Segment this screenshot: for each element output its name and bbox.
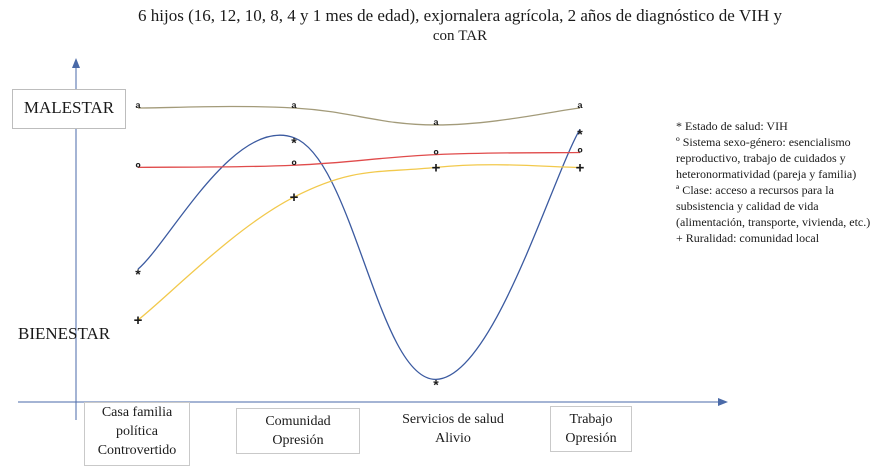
marker-ruralidad-3: + <box>576 159 585 176</box>
marker-ruralidad-2: + <box>432 159 441 176</box>
marker-clase-2: ª <box>433 117 439 133</box>
chart-title-line-2: con TAR <box>432 28 488 44</box>
series-line-clase <box>137 105 581 126</box>
marker-clase-1: ª <box>291 100 297 116</box>
marker-ruralidad-1: + <box>290 189 299 206</box>
marker-estado-salud-3: * <box>577 126 583 142</box>
marker-ruralidad-0: + <box>134 312 143 329</box>
legend-item-clase: ª Clase: acceso a recursos para la subsi… <box>676 183 871 229</box>
chart-title-line-1: 6 hijos (16, 12, 10, 8, 4 y 1 mes de eda… <box>138 6 782 25</box>
marker-estado-salud-1: * <box>291 135 297 151</box>
category-comunidad: Comunidad Opresión <box>236 408 360 454</box>
series-line-estado-salud <box>137 128 581 381</box>
marker-estado-salud-0: * <box>135 266 141 282</box>
series-line-ruralidad <box>137 164 581 321</box>
marker-clase-3: ª <box>577 100 583 116</box>
category-casa-familia: Casa familia política Controvertido <box>84 402 190 466</box>
category-servicios-salud: Servicios de salud Alivio <box>390 410 516 452</box>
legend-item-ruralidad: + Ruralidad: comunidad local <box>676 231 820 245</box>
legend-item-sexo-genero: º Sistema sexo-género: esencialismo repr… <box>676 135 857 181</box>
marker-sexo-genero-3: º <box>577 145 582 161</box>
series-line-sexo-genero <box>137 151 581 169</box>
x-axis-arrow <box>718 398 728 406</box>
category-trabajo: Trabajo Opresión <box>550 406 632 452</box>
y-axis-arrow <box>72 58 80 68</box>
legend-item-estado-salud: * Estado de salud: VIH <box>676 119 788 133</box>
y-label-bienestar: BIENESTAR <box>18 324 111 343</box>
marker-sexo-genero-1: º <box>291 157 296 173</box>
marker-clase-0: ª <box>135 100 141 116</box>
marker-estado-salud-2: * <box>433 376 439 392</box>
legend: * Estado de salud: VIH º Sistema sexo-gé… <box>676 118 882 246</box>
marker-sexo-genero-2: º <box>433 147 438 163</box>
y-label-malestar: MALESTAR <box>12 89 126 129</box>
marker-sexo-genero-0: º <box>135 159 140 175</box>
